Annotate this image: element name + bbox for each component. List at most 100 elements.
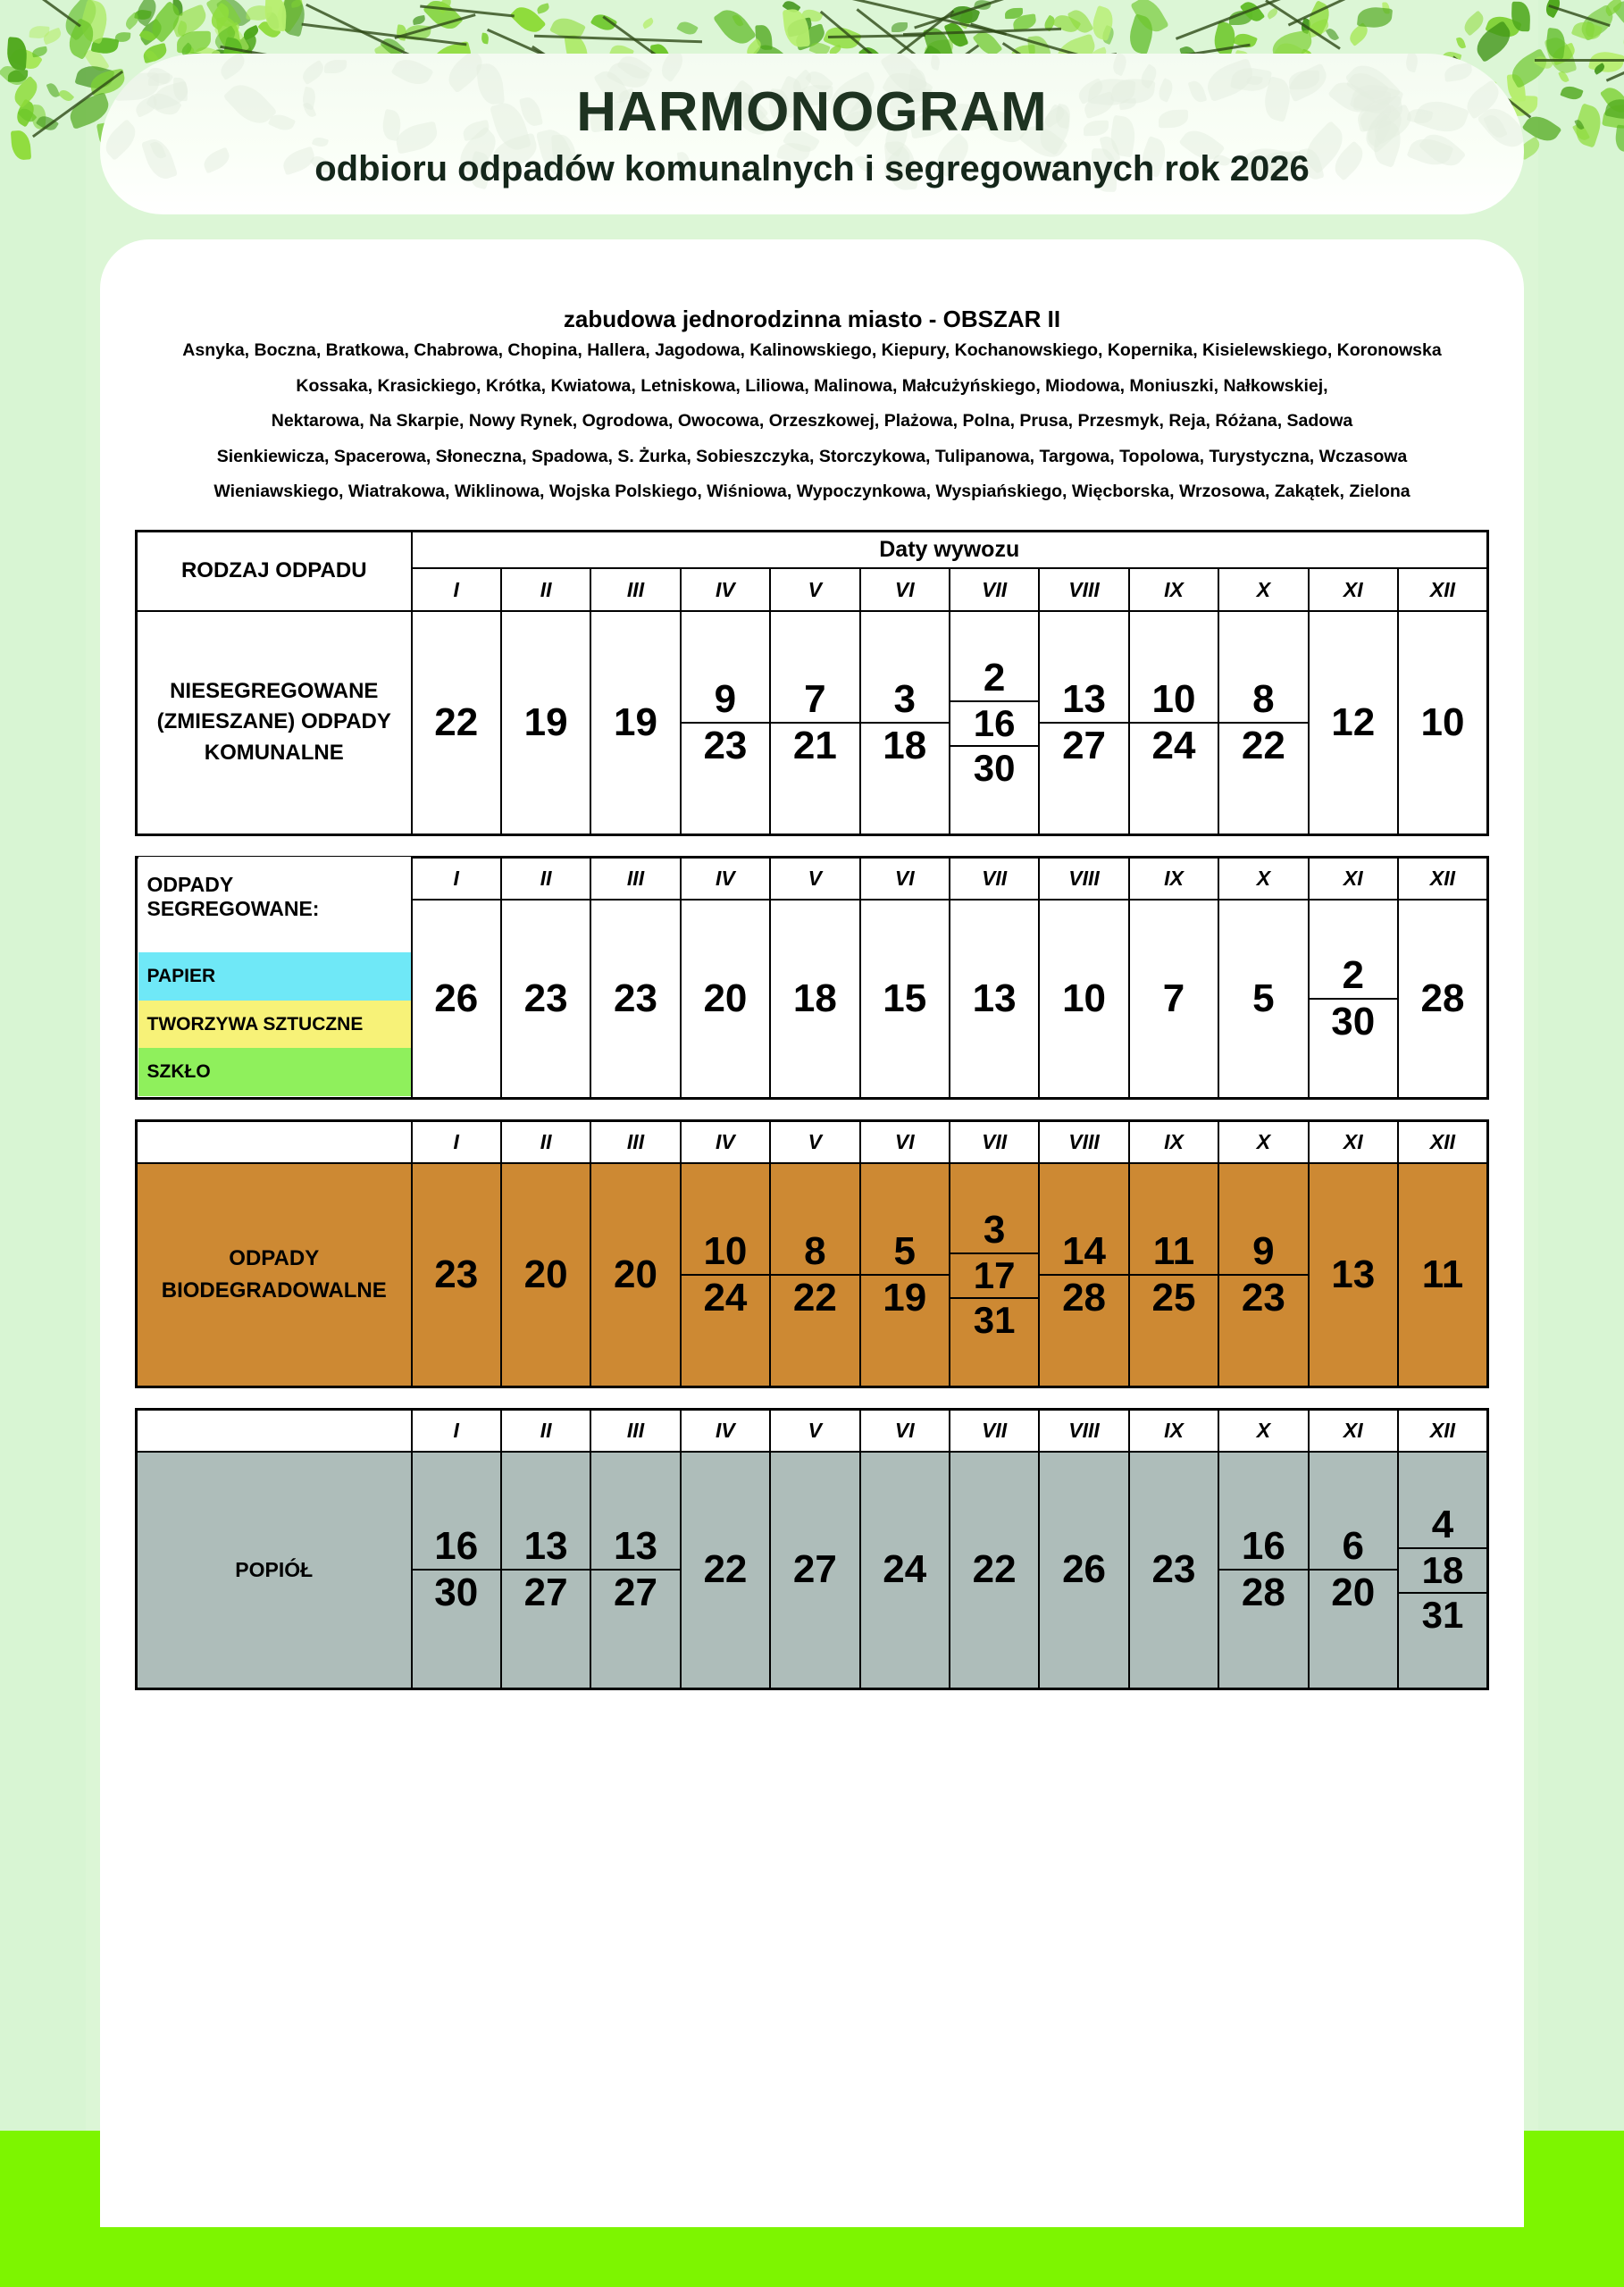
month-header-v: V: [769, 567, 861, 612]
month-header-x: X: [1218, 567, 1310, 612]
right-margin-band: [1538, 0, 1624, 2287]
street-list: Asnyka, Boczna, Bratkowa, Chabrowa, Chop…: [100, 333, 1524, 510]
month-header-x: X: [1218, 1119, 1310, 1164]
date-value: 9: [681, 677, 770, 724]
ash-waste-row: POPIÓŁ 16 30 13 27 13 27 22 27 24 22 26 23 …: [135, 1451, 1489, 1689]
page-subtitle: odbioru odpadów komunalnych i segregowan…: [314, 149, 1310, 188]
fraction-glass: SZKŁO: [138, 1048, 411, 1097]
month-header-xii: XII: [1396, 1408, 1489, 1453]
month-header-ix: IX: [1127, 1408, 1220, 1453]
date-value: 30: [1331, 999, 1376, 1043]
ash-month-header-row: I II III IV V VI VII VIII IX X XI XII: [135, 1408, 1489, 1453]
month-header-vi: VI: [858, 1408, 950, 1453]
date-value: 8: [771, 1229, 859, 1276]
date-value: 30: [434, 1571, 479, 1615]
month-header-xi: XI: [1307, 856, 1399, 901]
date-value: 17: [950, 1254, 1039, 1299]
month-header-ix: IX: [1127, 856, 1220, 901]
date-value: 19: [883, 1275, 927, 1319]
header-kind: RODZAJ ODPADU: [135, 530, 413, 612]
month-header-vi: VI: [858, 1119, 950, 1164]
street-line: Wieniawskiego, Wiatrakowa, Wiklinowa, Wo…: [213, 482, 1411, 501]
cell-bio-viii: 14 28: [1038, 1162, 1130, 1387]
month-header-vii: VII: [948, 567, 1041, 612]
date-value: 2: [950, 656, 1039, 702]
date-value: 10: [681, 1229, 770, 1276]
cell-bio-v: 8 22: [769, 1162, 861, 1387]
cell-mixed-xii: 10: [1396, 610, 1489, 835]
month-header-x: X: [1218, 856, 1310, 901]
cell-seg-iv: 20: [679, 899, 772, 1099]
month-header-vii: VII: [948, 1119, 1041, 1164]
date-value: 23: [703, 723, 748, 767]
street-line: Sienkiewicza, Spacerowa, Słoneczna, Spad…: [216, 446, 1408, 466]
cell-bio-i: 23: [410, 1162, 502, 1387]
cell-seg-v: 18: [769, 899, 861, 1099]
month-header-ix: IX: [1127, 1119, 1220, 1164]
month-header-vi: VI: [858, 856, 950, 901]
cell-bio-xi: 13: [1307, 1162, 1399, 1387]
date-value: 23: [1241, 1275, 1285, 1319]
date-value: 18: [1398, 1549, 1486, 1595]
month-header-v: V: [769, 1408, 861, 1453]
cell-bio-ix: 11 25: [1127, 1162, 1220, 1387]
cell-mixed-ii: 19: [499, 610, 592, 835]
date-value: 14: [1040, 1229, 1128, 1276]
area-title: zabudowa jednorodzinna miasto - OBSZAR I…: [563, 306, 1061, 332]
month-header-iii: III: [590, 1119, 682, 1164]
date-value: 24: [703, 1275, 748, 1319]
label-segregated-waste: ODPADY SEGREGOWANE:: [146, 873, 320, 920]
date-value: 31: [1421, 1594, 1464, 1637]
cell-ash-xii: 4 18 31: [1396, 1451, 1489, 1689]
month-header-ii: II: [499, 567, 592, 612]
date-value: 7: [771, 677, 859, 724]
month-header-ix: IX: [1127, 567, 1220, 612]
month-header-vi: VI: [858, 567, 950, 612]
month-header-i: I: [410, 1408, 502, 1453]
month-header-iii: III: [590, 1408, 682, 1453]
month-header-viii: VIII: [1038, 567, 1130, 612]
cell-seg-vi: 15: [858, 899, 950, 1099]
foliage-decoration: [0, 0, 1624, 223]
month-header-v: V: [769, 856, 861, 901]
street-line: Kossaka, Krasickiego, Krótka, Kwiatowa, …: [296, 375, 1328, 396]
date-value: 13: [1040, 677, 1128, 724]
cell-mixed-vii: 2 16 30: [948, 610, 1041, 835]
date-value: 5: [860, 1229, 949, 1276]
date-value: 16: [412, 1524, 500, 1571]
cell-seg-ii: 23: [499, 899, 592, 1099]
month-header-xi: XI: [1307, 567, 1399, 612]
date-value: 27: [523, 1571, 568, 1615]
cell-mixed-xi: 12: [1307, 610, 1399, 835]
cell-mixed-iv: 9 23: [679, 610, 772, 835]
cell-seg-xii: 28: [1396, 899, 1489, 1099]
page-title: HARMONOGRAM: [576, 81, 1048, 143]
month-header-xii: XII: [1396, 856, 1489, 901]
month-header-ii: II: [499, 1408, 592, 1453]
month-header-v: V: [769, 1119, 861, 1164]
date-value: 18: [883, 723, 927, 767]
header-dates: Daty wywozu: [410, 530, 1489, 569]
cell-seg-vii: 13: [948, 899, 1041, 1099]
cell-ash-i: 16 30: [410, 1451, 502, 1689]
date-value: 22: [1241, 723, 1285, 767]
date-value: 28: [1241, 1571, 1285, 1615]
date-value: 16: [950, 702, 1039, 747]
date-value: 3: [860, 677, 949, 724]
date-value: 6: [1309, 1524, 1397, 1571]
cell-mixed-v: 7 21: [769, 610, 861, 835]
date-value: 24: [1151, 723, 1196, 767]
month-header-xii: XII: [1396, 1119, 1489, 1164]
cell-seg-x: 5: [1218, 899, 1310, 1099]
month-header-viii: VIII: [1038, 856, 1130, 901]
date-value: 3: [950, 1208, 1039, 1254]
month-header-x: X: [1218, 1408, 1310, 1453]
label-bio-waste: ODPADY BIODEGRADOWALNE: [135, 1162, 413, 1387]
cell-seg-i: 26: [410, 899, 502, 1099]
date-value: 13: [501, 1524, 590, 1571]
date-value: 10: [1129, 677, 1218, 724]
fraction-plastic: TWORZYWA SZTUCZNE: [138, 1000, 411, 1049]
label-line: ODPADY: [229, 1245, 320, 1270]
month-header-viii: VIII: [1038, 1119, 1130, 1164]
cell-bio-ii: 20: [499, 1162, 592, 1387]
